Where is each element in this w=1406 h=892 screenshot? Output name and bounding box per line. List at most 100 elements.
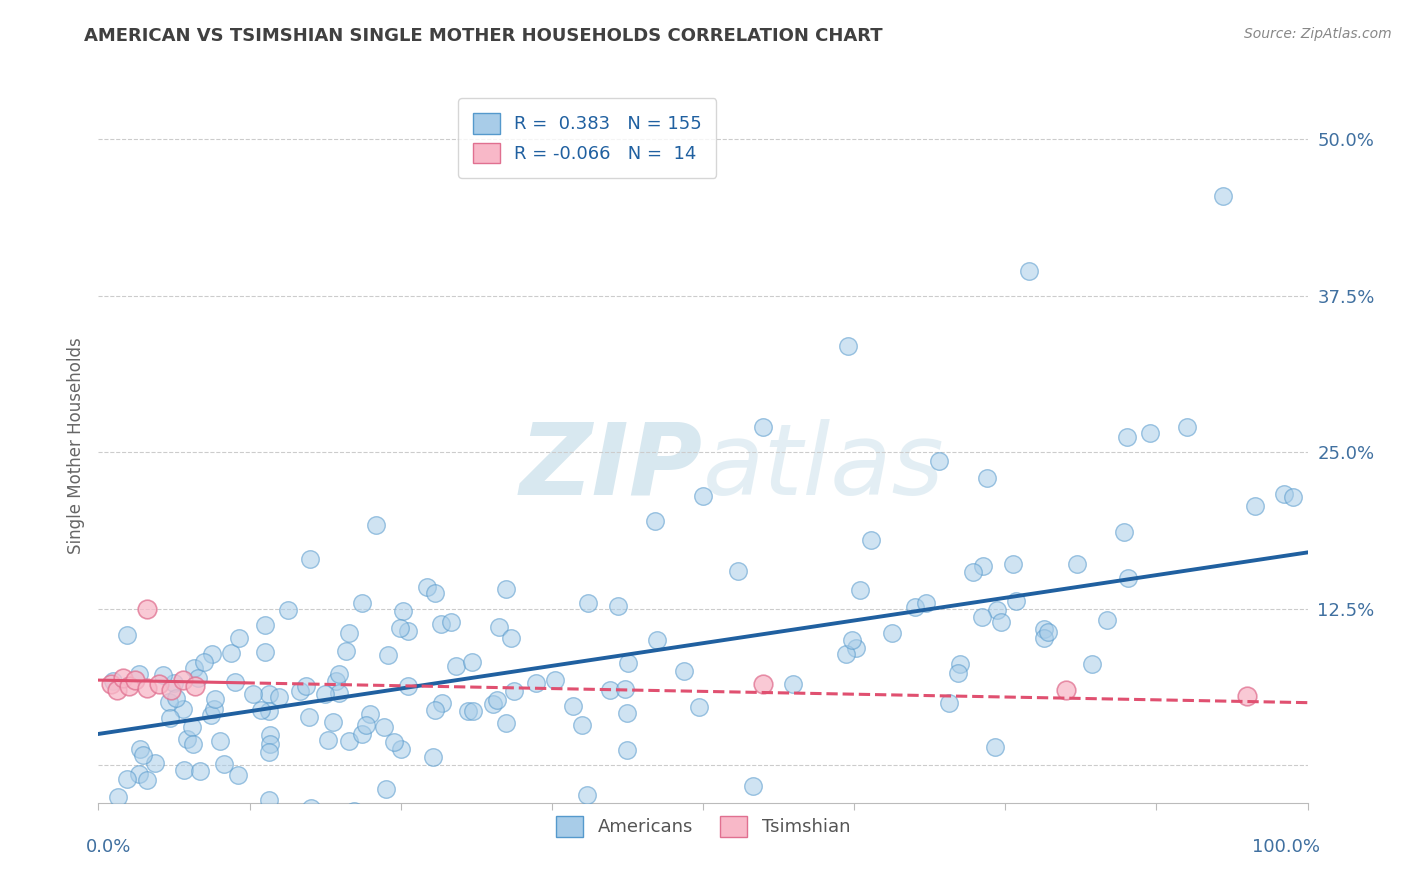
Point xyxy=(316,732,339,747)
Point xyxy=(946,666,969,681)
Point xyxy=(488,620,510,634)
Point xyxy=(135,601,157,615)
Point xyxy=(242,687,264,701)
Point xyxy=(299,552,322,566)
Text: ZIP: ZIP xyxy=(520,419,703,516)
Point xyxy=(267,690,290,704)
Point xyxy=(782,677,804,691)
Point xyxy=(562,699,585,714)
Point xyxy=(938,696,960,710)
Point xyxy=(201,647,224,661)
Point xyxy=(172,673,194,687)
Point xyxy=(1116,430,1139,444)
Point xyxy=(259,745,281,759)
Point xyxy=(128,767,150,781)
Point xyxy=(389,741,412,756)
Point xyxy=(176,732,198,747)
Point xyxy=(359,706,381,721)
Point xyxy=(389,621,412,635)
Point xyxy=(1018,264,1040,278)
Point xyxy=(226,768,249,782)
Point xyxy=(253,618,276,632)
Point xyxy=(461,655,484,669)
Point xyxy=(990,615,1012,629)
Point xyxy=(524,675,547,690)
Point xyxy=(193,655,215,669)
Point xyxy=(396,624,419,638)
Point xyxy=(105,683,128,698)
Point xyxy=(914,596,936,610)
Point xyxy=(124,673,146,687)
Point xyxy=(503,683,526,698)
Point xyxy=(111,671,134,685)
Point xyxy=(429,617,451,632)
Point xyxy=(392,604,415,618)
Point xyxy=(972,610,994,624)
Point xyxy=(118,679,141,693)
Point xyxy=(129,742,152,756)
Point xyxy=(352,727,374,741)
Point xyxy=(314,687,336,701)
Point xyxy=(378,815,401,830)
Point xyxy=(423,585,446,599)
Point xyxy=(859,533,882,547)
Point xyxy=(882,626,904,640)
Point xyxy=(335,644,357,658)
Point xyxy=(1038,625,1060,640)
Point xyxy=(499,631,522,645)
Point xyxy=(184,679,207,693)
Point xyxy=(645,633,668,648)
Point xyxy=(1112,524,1135,539)
Point xyxy=(1032,631,1054,645)
Point xyxy=(337,626,360,640)
Point xyxy=(152,667,174,681)
Point xyxy=(692,489,714,503)
Point xyxy=(101,673,124,688)
Point xyxy=(416,580,439,594)
Point xyxy=(972,559,994,574)
Point xyxy=(200,708,222,723)
Point xyxy=(617,657,640,671)
Point xyxy=(423,703,446,717)
Point xyxy=(253,645,276,659)
Point xyxy=(364,518,387,533)
Point xyxy=(841,632,863,647)
Point xyxy=(377,648,399,662)
Point xyxy=(202,702,225,716)
Point xyxy=(835,647,858,661)
Point xyxy=(204,692,226,706)
Point xyxy=(159,711,181,725)
Point xyxy=(1033,622,1056,636)
Point xyxy=(485,693,508,707)
Point xyxy=(208,733,231,747)
Text: Source: ZipAtlas.com: Source: ZipAtlas.com xyxy=(1244,27,1392,41)
Point xyxy=(644,514,666,528)
Point xyxy=(163,676,186,690)
Point xyxy=(160,683,183,698)
Point xyxy=(219,646,242,660)
Point xyxy=(752,677,775,691)
Point xyxy=(224,674,246,689)
Point xyxy=(976,471,998,485)
Point xyxy=(181,737,204,751)
Point xyxy=(107,789,129,804)
Point xyxy=(422,750,444,764)
Point xyxy=(1139,426,1161,441)
Point xyxy=(277,603,299,617)
Point xyxy=(928,454,950,468)
Point xyxy=(148,677,170,691)
Point xyxy=(100,677,122,691)
Point xyxy=(1272,487,1295,501)
Point xyxy=(173,763,195,777)
Text: AMERICAN VS TSIMSHIAN SINGLE MOTHER HOUSEHOLDS CORRELATION CHART: AMERICAN VS TSIMSHIAN SINGLE MOTHER HOUS… xyxy=(84,27,883,45)
Point xyxy=(962,565,984,579)
Text: atlas: atlas xyxy=(703,419,945,516)
Point xyxy=(1081,657,1104,671)
Point xyxy=(1054,683,1077,698)
Point xyxy=(1175,420,1198,434)
Point xyxy=(571,718,593,732)
Point xyxy=(356,717,378,731)
Point xyxy=(135,681,157,695)
Point xyxy=(482,697,505,711)
Point xyxy=(575,788,598,802)
